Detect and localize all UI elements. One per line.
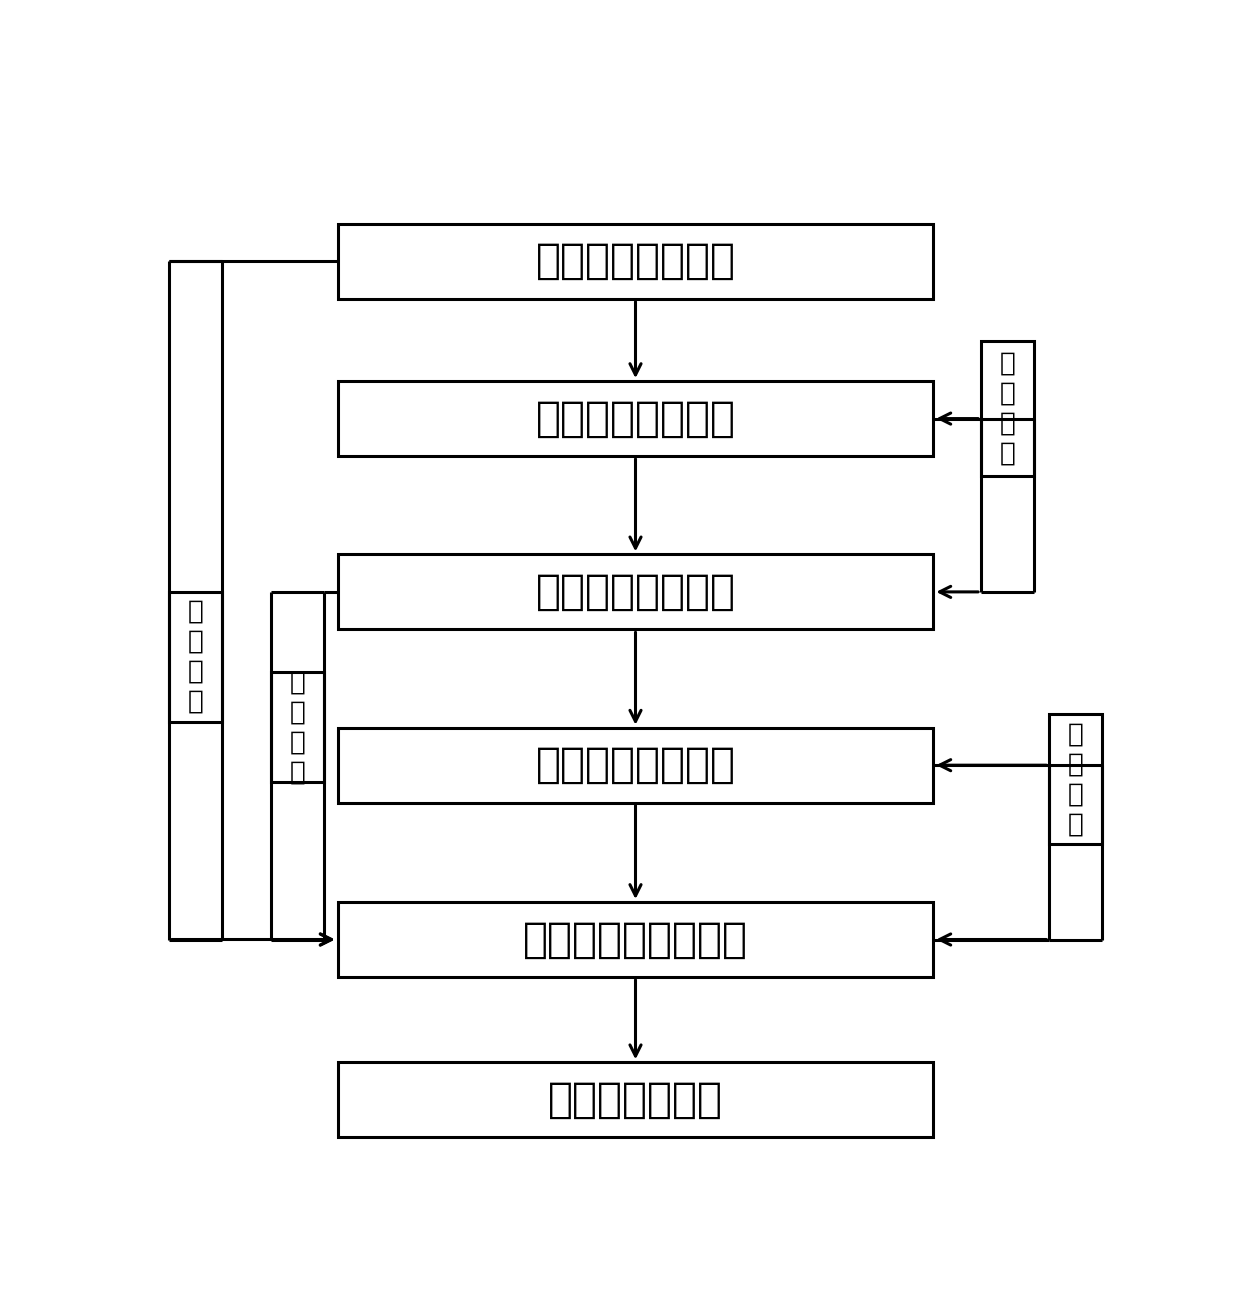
Bar — [337, 1062, 934, 1137]
Bar — [337, 902, 934, 977]
Bar — [270, 673, 324, 782]
Bar — [337, 554, 934, 630]
Bar — [337, 381, 934, 457]
Bar — [337, 727, 934, 803]
Bar — [169, 592, 222, 722]
Text: 系统匹配流量计类型: 系统匹配流量计类型 — [523, 919, 748, 960]
Text: 工业现场运行参数: 工业现场运行参数 — [536, 571, 735, 613]
Text: 匹
配
算
法: 匹 配 算 法 — [1068, 721, 1084, 838]
Bar — [981, 341, 1034, 476]
Text: 行业用户特殊要求: 行业用户特殊要求 — [536, 744, 735, 786]
Bar — [1049, 714, 1102, 844]
Bar — [337, 224, 934, 299]
Text: 流量计选型报告: 流量计选型报告 — [548, 1079, 723, 1120]
Text: 工业现场行业特点: 工业现场行业特点 — [536, 241, 735, 282]
Text: 匹
配
算
法: 匹 配 算 法 — [187, 598, 203, 716]
Text: 比
对
算
法: 比 对 算 法 — [999, 350, 1016, 467]
Text: 匹
配
算
法: 匹 配 算 法 — [289, 669, 305, 785]
Text: 工业现场结构参数: 工业现场结构参数 — [536, 398, 735, 440]
